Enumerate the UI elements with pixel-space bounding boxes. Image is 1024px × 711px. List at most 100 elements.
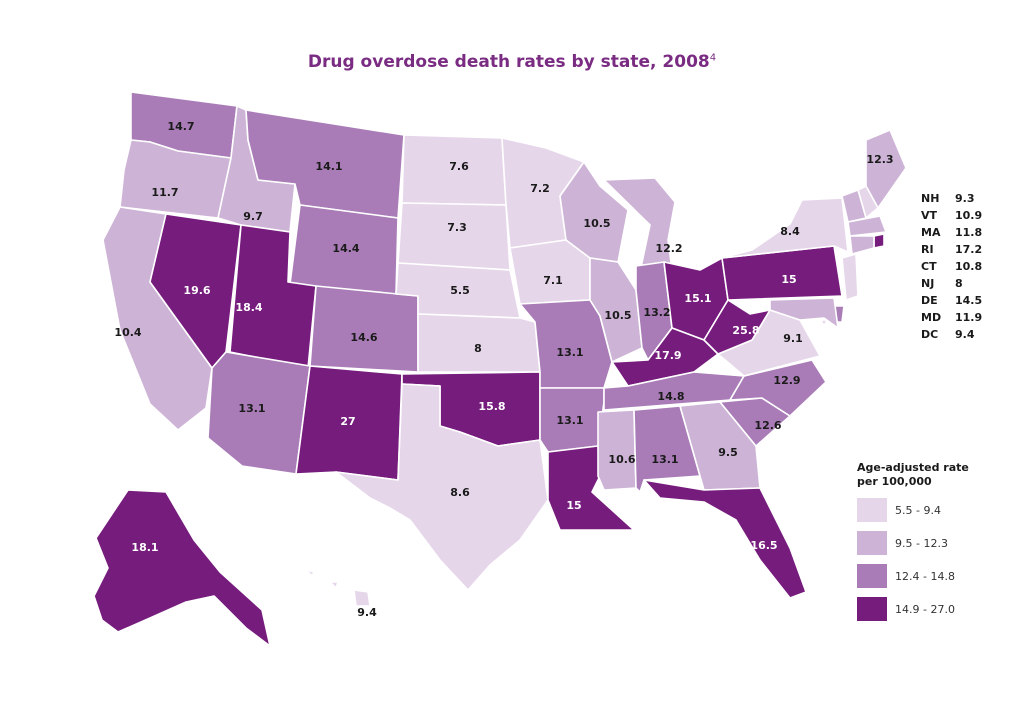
small-state-value: 10.8 <box>955 260 983 273</box>
small-state-value: 14.5 <box>955 294 983 307</box>
state-label-wa: 14.7 <box>167 120 194 133</box>
legend-label: 14.9 - 27.0 <box>895 602 955 616</box>
state-label-oh: 15.1 <box>684 292 711 305</box>
small-state-abbr: MD <box>921 311 942 324</box>
state-label-in: 13.2 <box>643 306 670 319</box>
state-label-co: 14.6 <box>350 331 377 344</box>
small-state-row: CT 10.8 <box>921 260 982 277</box>
state-ct <box>849 235 875 255</box>
state-label-ky: 17.9 <box>654 349 681 362</box>
small-state-row: DE 14.5 <box>921 294 982 311</box>
small-state-value: 9.4 <box>955 328 975 341</box>
small-state-row: NJ 8 <box>921 277 982 294</box>
small-state-abbr: MA <box>921 226 941 239</box>
state-label-pa: 15 <box>781 273 796 286</box>
state-ak <box>93 489 271 647</box>
legend-item: 14.9 - 27.0 <box>857 597 977 621</box>
state-label-va: 9.1 <box>783 332 803 345</box>
state-ny <box>721 197 849 259</box>
state-sd <box>397 202 511 271</box>
legend-label: 9.5 - 12.3 <box>895 536 948 550</box>
small-state-row: VT 10.9 <box>921 209 982 226</box>
legend-swatch <box>857 597 887 621</box>
state-label-sd: 7.3 <box>447 221 467 234</box>
state-label-wv: 25.8 <box>732 324 759 337</box>
small-state-abbr: DC <box>921 328 939 341</box>
legend-swatch <box>857 564 887 588</box>
legend-swatch <box>857 531 887 555</box>
small-state-value: 8 <box>955 277 963 290</box>
legend-label: 12.4 - 14.8 <box>895 569 955 583</box>
legend-item: 12.4 - 14.8 <box>857 564 977 588</box>
state-label-tn: 14.8 <box>657 390 684 403</box>
small-state-abbr: NJ <box>921 277 935 290</box>
state-fl <box>643 479 807 599</box>
state-label-id: 9.7 <box>243 210 263 223</box>
map-title: Drug overdose death rates by state, 2008… <box>307 52 717 72</box>
state-label-ks: 8 <box>474 342 482 355</box>
state-me <box>865 129 907 209</box>
state-hi <box>305 569 371 607</box>
state-nj <box>841 253 859 301</box>
small-state-abbr: CT <box>921 260 937 273</box>
small-state-abbr: NH <box>921 192 940 205</box>
state-label-sc: 12.6 <box>754 419 781 432</box>
state-label-il: 10.5 <box>604 309 631 322</box>
state-dc <box>821 319 827 325</box>
small-state-value: 9.3 <box>955 192 975 205</box>
legend-title: Age-adjusted rate per 100,000 <box>857 461 969 488</box>
small-state-abbr: RI <box>921 243 934 256</box>
small-state-row: NH 9.3 <box>921 192 982 209</box>
state-label-ar: 13.1 <box>556 414 583 427</box>
state-ri <box>873 233 885 249</box>
small-state-value: 11.9 <box>955 311 983 324</box>
small-state-row: MD 11.9 <box>921 311 982 328</box>
state-label-ms: 10.6 <box>608 453 635 466</box>
state-label-hi: 9.4 <box>357 606 377 619</box>
state-label-ne: 5.5 <box>450 284 470 297</box>
state-label-fl: 16.5 <box>750 539 777 552</box>
legend-label: 5.5 - 9.4 <box>895 503 941 517</box>
state-label-ak: 18.1 <box>131 541 158 554</box>
small-states-table: NH 9.3 VT 10.9 MA 11.8 RI 17.2 CT 10.8 NJ 8 DE 14.5 MD… <box>921 192 982 345</box>
small-state-value: 11.8 <box>955 226 983 239</box>
legend-item: 5.5 - 9.4 <box>857 498 977 522</box>
state-label-az: 13.1 <box>238 402 265 415</box>
state-label-nv: 19.6 <box>183 284 210 297</box>
state-label-la: 15 <box>566 499 581 512</box>
title-footnote: 4 <box>709 52 717 64</box>
state-label-mi: 12.2 <box>655 242 682 255</box>
state-label-ok: 15.8 <box>478 400 505 413</box>
small-state-abbr: DE <box>921 294 938 307</box>
legend-item: 9.5 - 12.3 <box>857 531 977 555</box>
state-label-me: 12.3 <box>866 153 893 166</box>
state-wi <box>559 161 629 263</box>
state-label-nc: 12.9 <box>773 374 800 387</box>
state-label-nd: 7.6 <box>449 160 469 173</box>
small-state-row: RI 17.2 <box>921 243 982 260</box>
state-tx <box>335 383 549 591</box>
state-label-nm: 27 <box>340 415 355 428</box>
state-label-ut: 18.4 <box>235 301 262 314</box>
small-state-row: DC 9.4 <box>921 328 982 345</box>
state-il <box>589 257 643 363</box>
small-state-value: 10.9 <box>955 209 983 222</box>
state-ma <box>847 215 887 237</box>
state-label-ga: 9.5 <box>718 446 738 459</box>
state-label-mn: 7.2 <box>530 182 550 195</box>
state-label-wi: 10.5 <box>583 217 610 230</box>
state-label-tx: 8.6 <box>450 486 470 499</box>
state-label-ny: 8.4 <box>780 225 800 238</box>
small-state-value: 17.2 <box>955 243 983 256</box>
state-label-al: 13.1 <box>651 453 678 466</box>
small-state-abbr: VT <box>921 209 938 222</box>
state-co <box>309 285 419 373</box>
legend-swatch <box>857 498 887 522</box>
state-ms <box>597 409 637 491</box>
state-md <box>769 297 839 329</box>
state-label-ca: 10.4 <box>114 326 141 339</box>
small-state-row: MA 11.8 <box>921 226 982 243</box>
state-label-wy: 14.4 <box>332 242 359 255</box>
state-label-mo: 13.1 <box>556 346 583 359</box>
